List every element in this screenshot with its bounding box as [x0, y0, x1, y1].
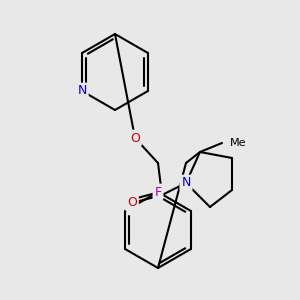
Text: Me: Me	[230, 138, 247, 148]
Text: N: N	[77, 85, 87, 98]
Text: O: O	[127, 196, 137, 209]
Text: N: N	[181, 176, 191, 190]
Text: O: O	[130, 131, 140, 145]
Text: F: F	[154, 185, 162, 199]
